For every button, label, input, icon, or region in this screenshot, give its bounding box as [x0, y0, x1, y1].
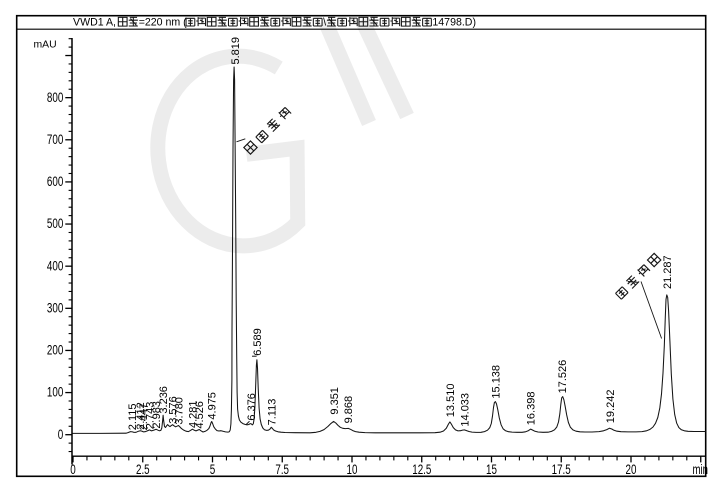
svg-text:5: 5	[210, 462, 216, 477]
svg-text:6.589: 6.589	[252, 328, 264, 356]
svg-text:100: 100	[47, 385, 63, 400]
svg-text:20: 20	[626, 462, 637, 477]
svg-text:15.138: 15.138	[490, 365, 502, 399]
svg-text:14.033: 14.033	[459, 393, 471, 427]
svg-text:200: 200	[47, 343, 63, 358]
svg-text:7.113: 7.113	[266, 399, 278, 426]
svg-text:6.376: 6.376	[246, 393, 258, 421]
svg-text:0: 0	[58, 427, 64, 442]
svg-text:2.412: 2.412	[135, 402, 147, 430]
svg-text:21.287: 21.287	[662, 255, 674, 289]
svg-text:3.236: 3.236	[158, 386, 170, 414]
svg-text:17.5: 17.5	[552, 462, 571, 477]
svg-text:4.281: 4.281	[187, 400, 199, 428]
svg-text:16.398: 16.398	[525, 392, 537, 426]
svg-text:7.5: 7.5	[275, 462, 289, 477]
svg-text:9.868: 9.868	[343, 396, 355, 424]
svg-text:4.526: 4.526	[194, 401, 206, 429]
svg-text:3.780: 3.780	[173, 397, 185, 425]
svg-text:10: 10	[347, 462, 358, 477]
svg-text:12.5: 12.5	[412, 462, 431, 477]
svg-text:19.242: 19.242	[605, 390, 617, 424]
svg-text:\: \	[323, 17, 326, 29]
svg-text:=220 nm (: =220 nm (	[139, 17, 187, 29]
svg-text:800: 800	[47, 90, 63, 105]
svg-text:2.5: 2.5	[136, 462, 150, 477]
svg-text:300: 300	[47, 300, 63, 315]
svg-text:mAU: mAU	[34, 40, 57, 51]
svg-text:2.115: 2.115	[127, 403, 139, 430]
svg-text:5.819: 5.819	[230, 37, 242, 65]
svg-text:13.510: 13.510	[445, 384, 457, 418]
svg-text:17.526: 17.526	[557, 360, 569, 394]
svg-text:9.351: 9.351	[329, 387, 341, 415]
svg-text:2.983: 2.983	[151, 401, 163, 429]
svg-text:2.743: 2.743	[144, 402, 156, 430]
svg-text:15: 15	[486, 462, 497, 477]
svg-text:4.975: 4.975	[207, 392, 219, 420]
svg-text:VWD1 A,: VWD1 A,	[73, 17, 116, 29]
svg-text:2.447: 2.447	[138, 403, 150, 431]
svg-text:min: min	[693, 462, 709, 477]
svg-text:14798.D): 14798.D)	[432, 17, 476, 29]
svg-text:600: 600	[47, 174, 63, 189]
svg-text:700: 700	[47, 132, 63, 147]
svg-text:0: 0	[70, 462, 76, 477]
svg-text:500: 500	[47, 216, 63, 231]
svg-text:3.576: 3.576	[168, 396, 180, 424]
svg-text:400: 400	[47, 258, 63, 273]
